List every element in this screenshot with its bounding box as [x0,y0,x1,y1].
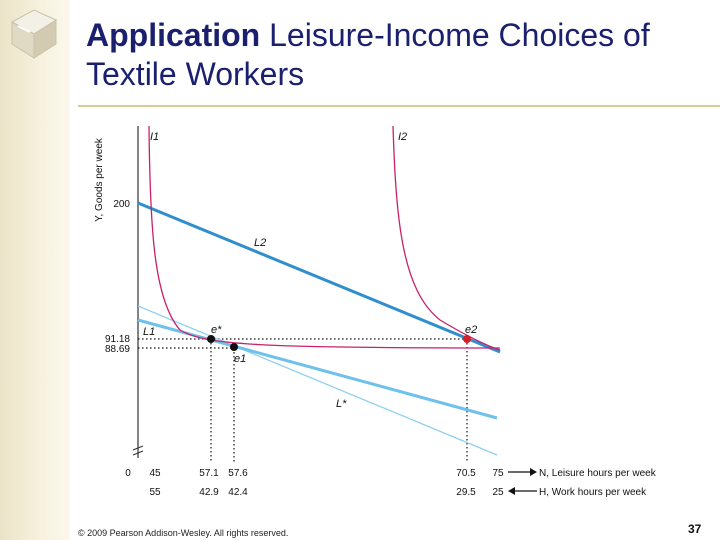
title-divider [78,105,720,107]
label-I1: I1 [150,131,159,143]
arrow-right-icon [508,468,537,476]
copyright-footer: © 2009 Pearson Addison-Wesley. All right… [78,528,289,538]
line-L1 [137,318,498,420]
label-L1: L1 [143,326,155,338]
curve-I1 [148,125,501,349]
page-number: 37 [688,522,702,536]
x-tick-work-42-4: 42.4 [228,487,248,498]
x-tick-leisure-75: 75 [492,468,504,479]
axis-break [132,445,144,456]
y-tick-91-18: 91.18 [105,334,130,345]
x-tick-leisure-70-5: 70.5 [456,468,476,479]
decorative-sidebar [0,0,70,540]
x-tick-leisure-0: 0 [125,468,131,479]
label-L-star: L* [336,398,347,410]
title-rest: Leisure-Income Choices of Textile Worker… [86,17,650,92]
point-e2 [463,335,471,343]
x-tick-work-29-5: 29.5 [456,487,476,498]
x-tick-leisure-57-6: 57.6 [228,468,248,479]
x-tick-work-55: 55 [149,487,161,498]
glass-cube-icon [10,9,58,59]
label-e-star: e* [211,324,222,336]
x-axis-label-work: H, Work hours per week [539,487,647,498]
x-tick-leisure-45: 45 [149,468,161,479]
x-tick-work-25: 25 [492,487,504,498]
line-L-star [137,305,498,456]
label-L2: L2 [254,237,266,249]
y-axis-label: Y, Goods per week [94,137,105,222]
label-I2: I2 [398,131,407,143]
label-e1: e1 [234,353,246,365]
x-tick-work-42-9: 42.9 [199,487,219,498]
title-bold: Application [86,17,261,53]
x-axis-label-leisure: N, Leisure hours per week [539,468,657,479]
y-tick-88-69: 88.69 [105,344,130,355]
arrow-left-icon [508,487,537,495]
label-e2: e2 [465,324,477,336]
curve-I2 [392,125,501,351]
line-L2 [137,201,501,354]
slide-title: Application Leisure-Income Choices of Te… [86,16,706,94]
y-tick-200: 200 [113,199,130,210]
x-tick-leisure-57-1: 57.1 [199,468,219,479]
point-e1 [230,343,238,351]
point-e-star [207,335,215,343]
